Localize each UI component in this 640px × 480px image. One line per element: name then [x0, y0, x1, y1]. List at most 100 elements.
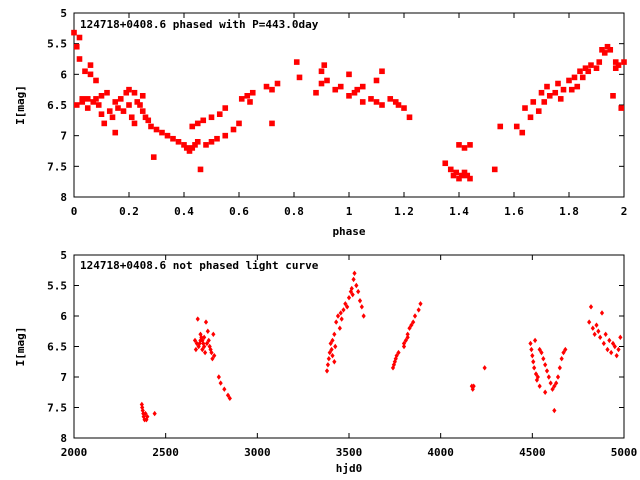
data-point: [599, 310, 605, 316]
data-point: [126, 102, 132, 108]
y-tick-label: 5: [60, 249, 67, 262]
data-point: [101, 120, 108, 127]
x-tick-label: 0.6: [229, 205, 249, 218]
data-point: [112, 99, 119, 105]
data-point: [560, 86, 567, 93]
data-point: [328, 340, 333, 347]
data-point: [543, 362, 548, 368]
data-point: [337, 83, 344, 90]
data-point: [605, 346, 610, 353]
data-point: [418, 301, 423, 307]
data-point: [527, 114, 534, 121]
data-point: [405, 331, 410, 337]
data-point: [194, 139, 201, 145]
data-point: [87, 62, 94, 68]
data-point: [615, 62, 622, 68]
data-point: [197, 166, 204, 173]
data-point: [405, 334, 410, 341]
y-tick-label: 5.5: [47, 38, 67, 51]
data-point: [337, 325, 342, 331]
data-point: [541, 356, 546, 362]
data-point: [609, 349, 614, 356]
y-tick-label: 5: [60, 7, 67, 20]
x-tick-label: 2000: [61, 446, 88, 459]
data-point: [618, 105, 625, 111]
data-point: [359, 99, 366, 105]
y-tick-label: 7: [60, 371, 67, 384]
data-point: [566, 77, 572, 84]
data-point: [73, 102, 80, 108]
y-tick-label: 6: [60, 68, 67, 81]
data-point: [327, 349, 332, 356]
data-point: [170, 135, 176, 142]
data-point: [392, 99, 399, 105]
data-point: [333, 343, 338, 350]
data-point: [93, 77, 99, 84]
y-tick-label: 8: [60, 191, 67, 204]
data-point: [552, 383, 557, 389]
x-tick-label: 5000: [611, 446, 638, 459]
data-point: [464, 172, 471, 179]
data-point: [202, 343, 207, 350]
data-point: [214, 135, 220, 142]
data-point: [189, 145, 196, 151]
data-point: [416, 307, 421, 313]
data-point: [143, 410, 148, 417]
y-tick-label: 5.5: [47, 280, 67, 293]
data-point: [537, 383, 542, 389]
data-point: [607, 47, 614, 53]
data-point: [175, 139, 182, 145]
data-point: [164, 132, 171, 139]
data-point: [379, 102, 385, 108]
data-point: [548, 380, 553, 386]
data-point: [269, 120, 275, 127]
data-point: [401, 340, 407, 347]
data-point: [142, 114, 149, 121]
data-point: [189, 123, 196, 130]
data-point: [519, 129, 526, 136]
data-point: [200, 346, 205, 353]
data-point: [407, 325, 412, 331]
data-point: [79, 96, 86, 102]
data-point: [346, 295, 352, 301]
data-point: [601, 50, 608, 56]
data-point: [588, 304, 594, 310]
data-point: [71, 29, 77, 36]
data-point: [532, 337, 538, 344]
data-point: [330, 352, 335, 359]
data-point: [467, 142, 473, 148]
data-point: [522, 105, 528, 111]
data-point: [139, 93, 146, 99]
phased-light-curve-panel: 0 0.2 0.4 0.6 0.8 1 1.2 1.4 1.6 1.8 2 5 5.5 6 6.5 7 7.5 8…: [14, 7, 627, 238]
data-point: [210, 356, 215, 362]
data-point: [447, 166, 454, 173]
data-point: [582, 65, 589, 71]
data-point: [236, 120, 242, 127]
data-point: [535, 108, 542, 114]
data-point: [325, 362, 331, 368]
data-point: [145, 413, 150, 420]
y-tick-label: 6.5: [47, 99, 67, 112]
data-point: [332, 86, 339, 93]
data-point: [563, 346, 568, 353]
data-point: [610, 93, 616, 99]
data-point: [120, 108, 127, 114]
data-point: [145, 117, 152, 124]
data-point: [79, 99, 86, 105]
data-point: [603, 331, 608, 337]
data-point: [152, 410, 157, 417]
data-point: [123, 89, 130, 96]
data-point: [115, 105, 121, 111]
data-point: [607, 337, 612, 344]
data-point: [269, 86, 275, 93]
x-tick-label: 1.6: [504, 205, 524, 218]
x-axis-label: hjd0: [336, 462, 363, 475]
data-point: [394, 352, 399, 359]
data-point: [532, 365, 537, 371]
data-point: [338, 310, 343, 316]
plot-frame: [73, 12, 625, 198]
data-point: [148, 123, 154, 130]
data-point: [596, 59, 603, 65]
data-point: [531, 359, 536, 365]
data-point: [541, 99, 548, 105]
